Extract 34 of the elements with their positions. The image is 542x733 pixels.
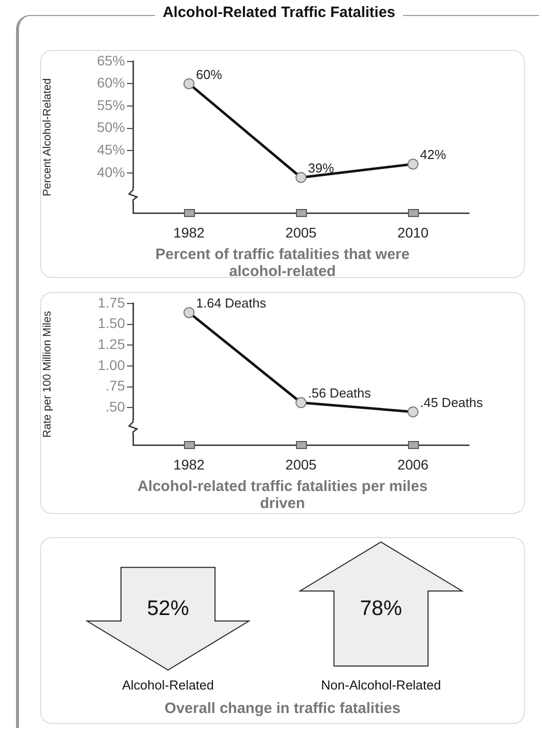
y-tick-label: .50 <box>106 398 126 415</box>
y-tick-label: 1.00 <box>98 356 126 373</box>
data-label: 1.64 Deaths <box>196 296 267 311</box>
x-tick-label: 1982 <box>173 224 205 240</box>
data-label: 39% <box>308 160 334 176</box>
y-axis-title: Rate per 100 Million Miles <box>42 310 54 438</box>
x-tick-label: 2005 <box>285 456 317 472</box>
x-tick-label: 1982 <box>173 456 205 472</box>
data-label: 52% <box>146 596 190 620</box>
y-tick-label: 60% <box>96 74 125 91</box>
y-tick-label: 65% <box>96 52 125 68</box>
y-axis-title: Percent Alcohol-Related <box>42 78 54 196</box>
data-label: 78% <box>360 596 402 620</box>
y-tick-label: .75 <box>106 378 126 394</box>
y-tick-label: 45% <box>96 142 125 158</box>
category-label: Alcohol-Related <box>122 678 214 693</box>
x-tick-label: 2010 <box>397 224 429 240</box>
y-tick-label: 1.25 <box>98 336 126 352</box>
y-tick-label: 1.75 <box>98 294 126 310</box>
x-axis-title: Alcohol-related traffic fatalities per miles driven <box>136 478 429 512</box>
data-label: 60% <box>196 66 222 82</box>
text: Overall change in traffic fatalities <box>164 700 402 717</box>
data-label: 42% <box>420 147 446 162</box>
y-tick-label: 1.50 <box>98 315 126 332</box>
category-label: Non-Alcohol-Related <box>321 678 441 693</box>
y-tick-label: 55% <box>96 96 125 113</box>
x-axis-title: Percent of traffic fatalities that were alcohol-related <box>154 246 411 280</box>
y-tick-label: 40% <box>96 164 125 180</box>
data-label: .45 Deaths <box>420 394 484 410</box>
chart-title: Alcohol-Related Traffic Fatalities <box>154 4 404 21</box>
x-tick-label: 2006 <box>397 456 429 472</box>
data-label: .56 Deaths <box>308 386 372 401</box>
y-tick-label: 50% <box>96 119 125 136</box>
x-tick-label: 2005 <box>285 224 317 240</box>
